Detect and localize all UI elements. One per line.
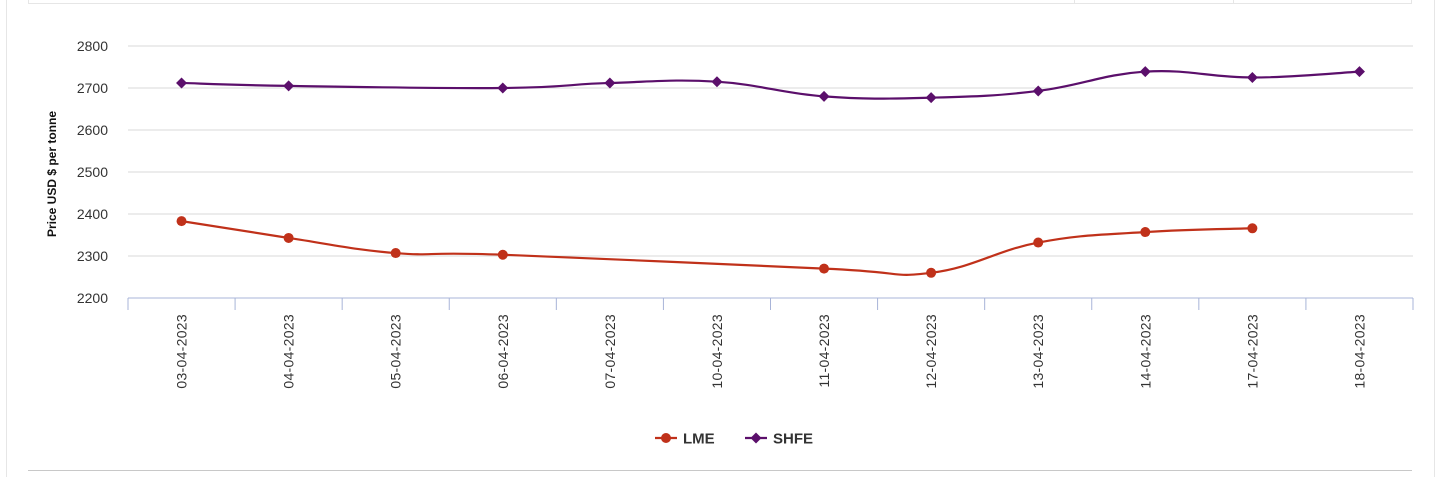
data-point xyxy=(390,248,401,259)
y-tick-label: 2600 xyxy=(77,122,108,138)
data-point xyxy=(176,77,188,89)
y-tick-label: 2800 xyxy=(77,38,108,54)
data-point xyxy=(1353,66,1365,78)
series-line-lme xyxy=(181,220,1253,276)
y-tick-label: 2300 xyxy=(77,248,108,264)
x-tick-label: 04-04-2023 xyxy=(281,314,297,389)
chart-container xyxy=(6,0,1435,477)
data-point xyxy=(1032,85,1044,97)
bottom-divider xyxy=(28,470,1412,471)
data-point xyxy=(604,77,616,89)
data-point xyxy=(497,249,508,260)
data-point xyxy=(818,90,830,102)
legend-label: LME xyxy=(683,431,715,448)
data-point xyxy=(926,267,937,278)
x-axis: 03-04-2023 04-04-2023 05-04-2023 06-04-2023… xyxy=(127,297,1414,389)
y-tick-label: 2700 xyxy=(77,80,108,96)
data-point xyxy=(176,216,187,227)
x-tick-label: 18-04-2023 xyxy=(1351,314,1367,389)
data-point xyxy=(711,76,723,88)
x-tick-label: 13-04-2023 xyxy=(1030,314,1046,389)
data-point xyxy=(497,82,509,94)
toolbar-separator xyxy=(1233,0,1234,4)
data-point xyxy=(925,92,937,104)
x-tick-label: 12-04-2023 xyxy=(923,314,939,389)
x-tick-label: 17-04-2023 xyxy=(1244,314,1260,389)
y-tick-label: 2200 xyxy=(77,290,108,306)
legend-marker xyxy=(661,433,671,443)
data-point xyxy=(1140,227,1151,238)
top-toolbar-strip xyxy=(28,0,1412,4)
x-tick-label: 06-04-2023 xyxy=(495,314,511,389)
toolbar-separator xyxy=(1074,0,1075,4)
data-point xyxy=(1139,66,1151,78)
data-point xyxy=(283,80,295,92)
series-line-shfe xyxy=(181,70,1360,100)
data-point xyxy=(1033,237,1044,248)
x-tick-label: 05-04-2023 xyxy=(388,314,404,389)
grid-lines xyxy=(128,45,1413,299)
legend-item-shfe[interactable]: SHFE xyxy=(745,431,813,448)
legend[interactable]: LME SHFE xyxy=(655,431,813,448)
x-tick-label: 11-04-2023 xyxy=(816,314,832,388)
series-layer xyxy=(176,66,1365,278)
x-tick-label: 14-04-2023 xyxy=(1137,314,1153,389)
legend-item-lme[interactable]: LME xyxy=(655,431,715,448)
x-tick-label: 03-04-2023 xyxy=(174,314,190,389)
x-tick-label: 10-04-2023 xyxy=(709,314,725,389)
y-tick-label: 2500 xyxy=(77,164,108,180)
data-point xyxy=(283,232,294,243)
data-point xyxy=(1247,223,1258,234)
x-tick-label: 07-04-2023 xyxy=(602,314,618,389)
legend-marker xyxy=(750,432,762,444)
y-axis-ticks: 2200 2300 2400 2500 2600 2700 2800 xyxy=(77,38,108,306)
data-point xyxy=(1246,72,1258,83)
data-point xyxy=(819,263,830,274)
y-tick-label: 2400 xyxy=(77,206,108,222)
y-axis-title: Price USD $ per tonne xyxy=(45,111,59,237)
legend-label: SHFE xyxy=(773,431,813,448)
series-shfe xyxy=(176,66,1365,104)
series-lme xyxy=(176,216,1258,278)
